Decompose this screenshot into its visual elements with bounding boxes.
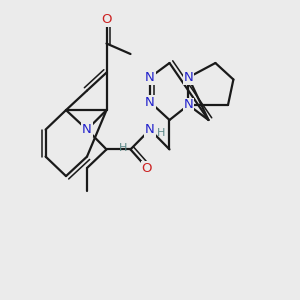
Text: H: H: [119, 143, 128, 153]
Text: O: O: [101, 13, 112, 26]
Text: O: O: [142, 161, 152, 175]
Text: N: N: [145, 123, 155, 136]
Text: H: H: [157, 128, 166, 138]
Text: N: N: [184, 71, 193, 84]
Text: N: N: [184, 98, 193, 112]
Text: N: N: [82, 123, 92, 136]
Text: N: N: [145, 95, 155, 109]
Text: N: N: [145, 71, 155, 84]
